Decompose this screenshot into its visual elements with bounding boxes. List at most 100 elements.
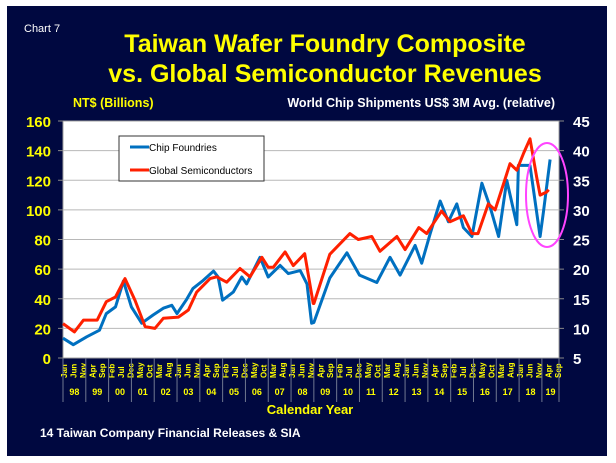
year-tick-label: 05 [229,387,239,397]
year-tick-label: 19 [545,387,555,397]
month-tick-label: Aug [393,362,402,378]
month-tick-label: Jun [183,364,192,378]
month-tick-label: May [250,362,259,378]
chart-number: Chart 7 [24,23,60,35]
month-tick-label: Nov [79,362,88,378]
month-tick-label: Jan [60,364,69,378]
legend-label-chip-foundries: Chip Foundries [149,143,217,154]
right-tick-label: 5 [573,351,581,368]
month-tick-label: Mar [497,364,506,378]
year-tick-label: 01 [138,387,148,397]
right-tick-label: 20 [573,262,590,279]
left-tick-label: 100 [26,203,51,220]
year-tick-label: 16 [480,387,490,397]
right-tick-label: 35 [573,173,590,190]
right-tick-label: 30 [573,203,590,220]
year-tick-label: 02 [161,387,171,397]
year-tick-label: 15 [457,387,467,397]
year-tick-label: 00 [115,387,125,397]
right-tick-label: 10 [573,321,590,338]
month-tick-label: Sep [326,363,335,378]
left-tick-label: 40 [34,292,51,309]
month-tick-label: Jul [117,366,126,378]
left-axis-title: NT$ (Billions) [73,96,154,110]
month-tick-label: Sep [212,363,221,378]
month-tick-label: Jun [526,364,535,378]
left-tick-label: 0 [43,351,51,368]
month-tick-label: Jul [345,366,354,378]
month-tick-label: Sep [440,363,449,378]
year-tick-label: 11 [366,387,376,397]
right-tick-label: 25 [573,233,590,250]
year-tick-label: 98 [69,387,79,397]
month-tick-label: Mar [383,364,392,378]
right-tick-label: 40 [573,144,590,161]
month-tick-label: Apr [202,364,211,378]
month-tick-label: Jun [297,364,306,378]
highlight-ellipse [525,142,569,248]
month-tick-label: Jun [412,364,421,378]
month-tick-label: Apr [317,364,326,378]
month-tick-label: Apr [545,364,554,378]
year-tick-label: 17 [503,387,513,397]
legend-box [118,135,265,182]
year-tick-label: 08 [297,387,307,397]
x-axis-title: Calendar Year [267,402,353,417]
legend-label-global-semiconductors: Global Semiconductors [149,166,252,177]
month-tick-label: Jan [288,364,297,378]
month-tick-label: Aug [507,362,516,378]
month-tick-label: Jul [231,366,240,378]
year-tick-label: 07 [275,387,285,397]
month-tick-label: Aug [278,362,287,378]
month-tick-label: Oct [259,364,268,378]
right-tick-label: 45 [573,114,590,131]
right-tick-label: 15 [573,292,590,309]
month-tick-label: Mar [269,364,278,378]
month-tick-label: May [478,362,487,378]
year-tick-label: 09 [320,387,330,397]
month-tick-label: Feb [336,364,345,378]
month-tick-label: Oct [374,364,383,378]
month-tick-label: Feb [107,364,116,378]
month-tick-label: Jun [69,364,78,378]
legend: Chip Foundries Global Semiconductors [118,135,265,182]
series-line-chip-foundries [62,159,552,347]
month-tick-label: Jan [174,364,183,378]
month-tick-label: Apr [88,364,97,378]
month-tick-label: Mar [155,364,164,378]
month-tick-label: Apr [431,364,440,378]
year-tick-label: 99 [92,387,102,397]
month-tick-label: Sep [98,363,107,378]
right-axis-title: World Chip Shipments US$ 3M Avg. (relati… [287,96,555,110]
year-tick-label: 03 [183,387,193,397]
month-tick-label: Oct [488,364,497,378]
year-tick-label: 14 [434,387,444,397]
month-tick-label: Feb [221,364,230,378]
year-tick-label: 04 [206,387,216,397]
month-tick-label: Nov [307,362,316,378]
left-tick-label: 160 [26,114,51,131]
year-tick-label: 12 [389,387,399,397]
year-tick-label: 18 [525,387,535,397]
month-tick-label: Feb [450,364,459,378]
month-tick-label: Aug [164,362,173,378]
source-footer: 14 Taiwan Company Financial Releases & S… [40,426,301,440]
month-tick-label: Jul [459,366,468,378]
chart-title-line-1: Taiwan Wafer Foundry Composite [124,30,526,58]
left-tick-label: 60 [34,262,51,279]
left-tick-label: 20 [34,321,51,338]
month-tick-label: Oct [145,364,154,378]
left-tick-label: 140 [26,144,51,161]
month-tick-label: Nov [535,362,544,378]
month-tick-label: Jan [516,364,525,378]
month-tick-label: Nov [193,362,202,378]
chart-title-line-2: vs. Global Semiconductor Revenues [108,60,541,88]
month-tick-label: May [364,362,373,378]
left-tick-label: 80 [34,233,51,250]
series-line-global-semiconductors [62,137,550,334]
year-tick-label: 10 [343,387,353,397]
month-tick-label: May [136,362,145,378]
month-tick-label: Jan [402,364,411,378]
left-tick-label: 120 [26,173,51,190]
